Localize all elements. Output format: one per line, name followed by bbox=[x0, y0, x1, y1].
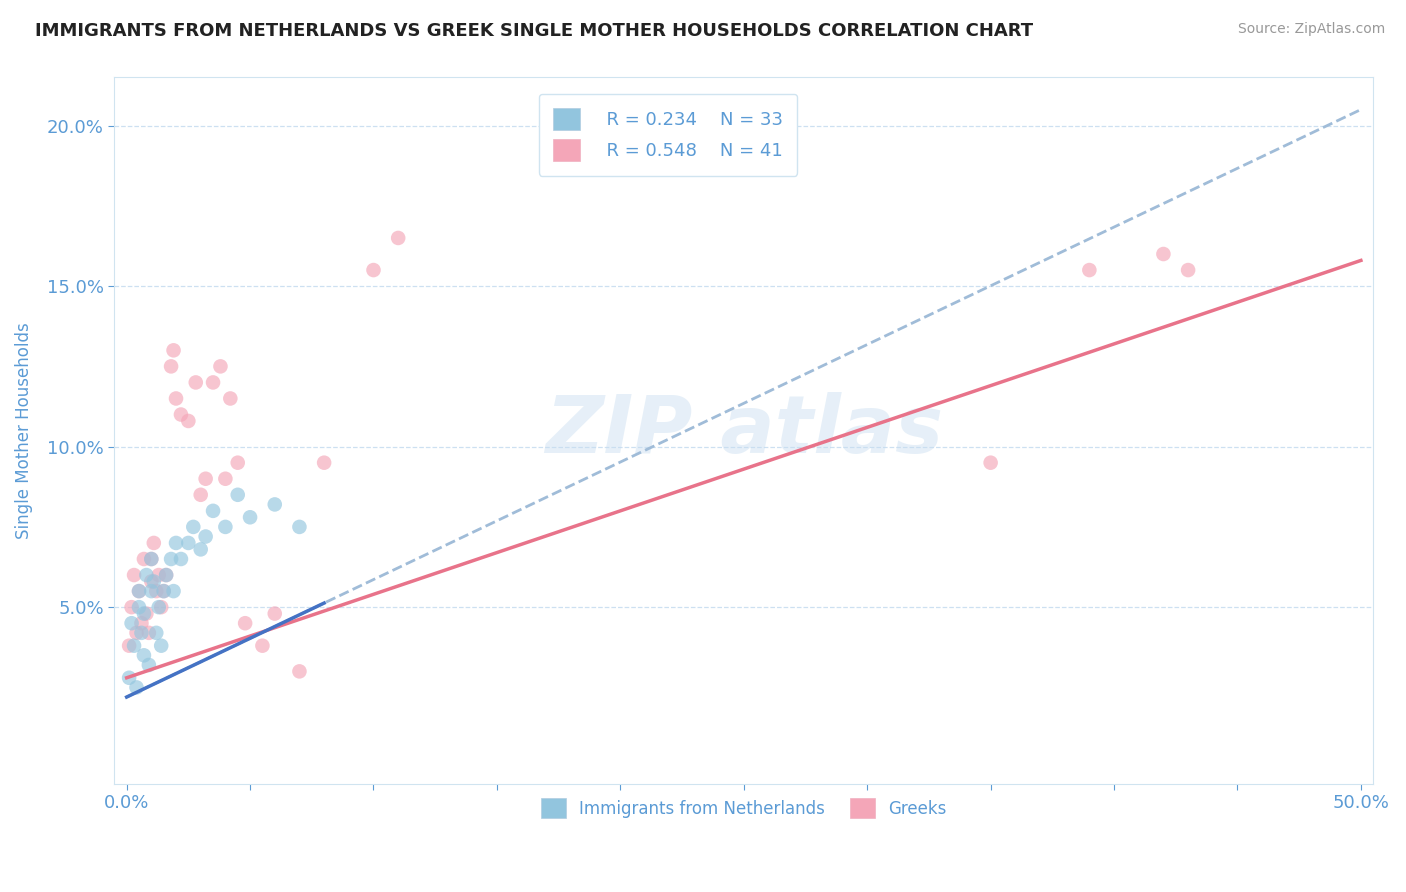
Point bbox=[160, 359, 183, 374]
Point bbox=[263, 607, 285, 621]
Point bbox=[138, 657, 160, 672]
Point bbox=[170, 408, 193, 422]
Point bbox=[239, 510, 262, 524]
Point bbox=[121, 616, 143, 631]
Point bbox=[125, 625, 148, 640]
Point bbox=[141, 552, 163, 566]
Point bbox=[138, 625, 160, 640]
Point bbox=[152, 584, 174, 599]
Point bbox=[219, 392, 242, 406]
Point bbox=[131, 625, 153, 640]
Point bbox=[142, 574, 165, 589]
Point bbox=[128, 584, 150, 599]
Point bbox=[165, 392, 187, 406]
Point bbox=[177, 414, 200, 428]
Point bbox=[122, 568, 145, 582]
Point bbox=[141, 552, 163, 566]
Point bbox=[141, 584, 163, 599]
Point bbox=[209, 359, 232, 374]
Point bbox=[135, 607, 157, 621]
Point bbox=[155, 568, 177, 582]
Point bbox=[184, 376, 207, 390]
Point bbox=[148, 568, 170, 582]
Point bbox=[152, 584, 174, 599]
Point bbox=[363, 263, 385, 277]
Point bbox=[150, 600, 173, 615]
Point bbox=[132, 607, 155, 621]
Point bbox=[202, 376, 225, 390]
Point bbox=[226, 488, 249, 502]
Point bbox=[233, 616, 256, 631]
Point bbox=[314, 456, 336, 470]
Point bbox=[118, 639, 141, 653]
Point bbox=[145, 625, 167, 640]
Point bbox=[131, 616, 153, 631]
Point bbox=[150, 639, 173, 653]
Text: IMMIGRANTS FROM NETHERLANDS VS GREEK SINGLE MOTHER HOUSEHOLDS CORRELATION CHART: IMMIGRANTS FROM NETHERLANDS VS GREEK SIN… bbox=[35, 22, 1033, 40]
Point bbox=[252, 639, 274, 653]
Text: ZIP atlas: ZIP atlas bbox=[544, 392, 943, 469]
Point bbox=[980, 456, 1002, 470]
Point bbox=[128, 600, 150, 615]
Point bbox=[387, 231, 409, 245]
Point bbox=[194, 529, 217, 543]
Point bbox=[162, 584, 184, 599]
Point bbox=[177, 536, 200, 550]
Point bbox=[122, 639, 145, 653]
Point bbox=[145, 584, 167, 599]
Point bbox=[121, 600, 143, 615]
Point bbox=[135, 568, 157, 582]
Point bbox=[170, 552, 193, 566]
Text: Source: ZipAtlas.com: Source: ZipAtlas.com bbox=[1237, 22, 1385, 37]
Point bbox=[165, 536, 187, 550]
Point bbox=[1078, 263, 1101, 277]
Point bbox=[132, 648, 155, 663]
Point bbox=[263, 498, 285, 512]
Point bbox=[1152, 247, 1174, 261]
Point bbox=[162, 343, 184, 358]
Point bbox=[190, 488, 212, 502]
Point bbox=[132, 552, 155, 566]
Point bbox=[148, 600, 170, 615]
Point bbox=[160, 552, 183, 566]
Point bbox=[202, 504, 225, 518]
Point bbox=[1177, 263, 1199, 277]
Point bbox=[194, 472, 217, 486]
Legend: Immigrants from Netherlands, Greeks: Immigrants from Netherlands, Greeks bbox=[534, 791, 953, 825]
Point bbox=[214, 520, 236, 534]
Point bbox=[125, 681, 148, 695]
Point bbox=[155, 568, 177, 582]
Y-axis label: Single Mother Households: Single Mother Households bbox=[15, 322, 32, 539]
Point bbox=[226, 456, 249, 470]
Point bbox=[288, 520, 311, 534]
Point bbox=[128, 584, 150, 599]
Point bbox=[118, 671, 141, 685]
Point bbox=[181, 520, 204, 534]
Point bbox=[190, 542, 212, 557]
Point bbox=[142, 536, 165, 550]
Point bbox=[288, 665, 311, 679]
Point bbox=[141, 574, 163, 589]
Point bbox=[214, 472, 236, 486]
